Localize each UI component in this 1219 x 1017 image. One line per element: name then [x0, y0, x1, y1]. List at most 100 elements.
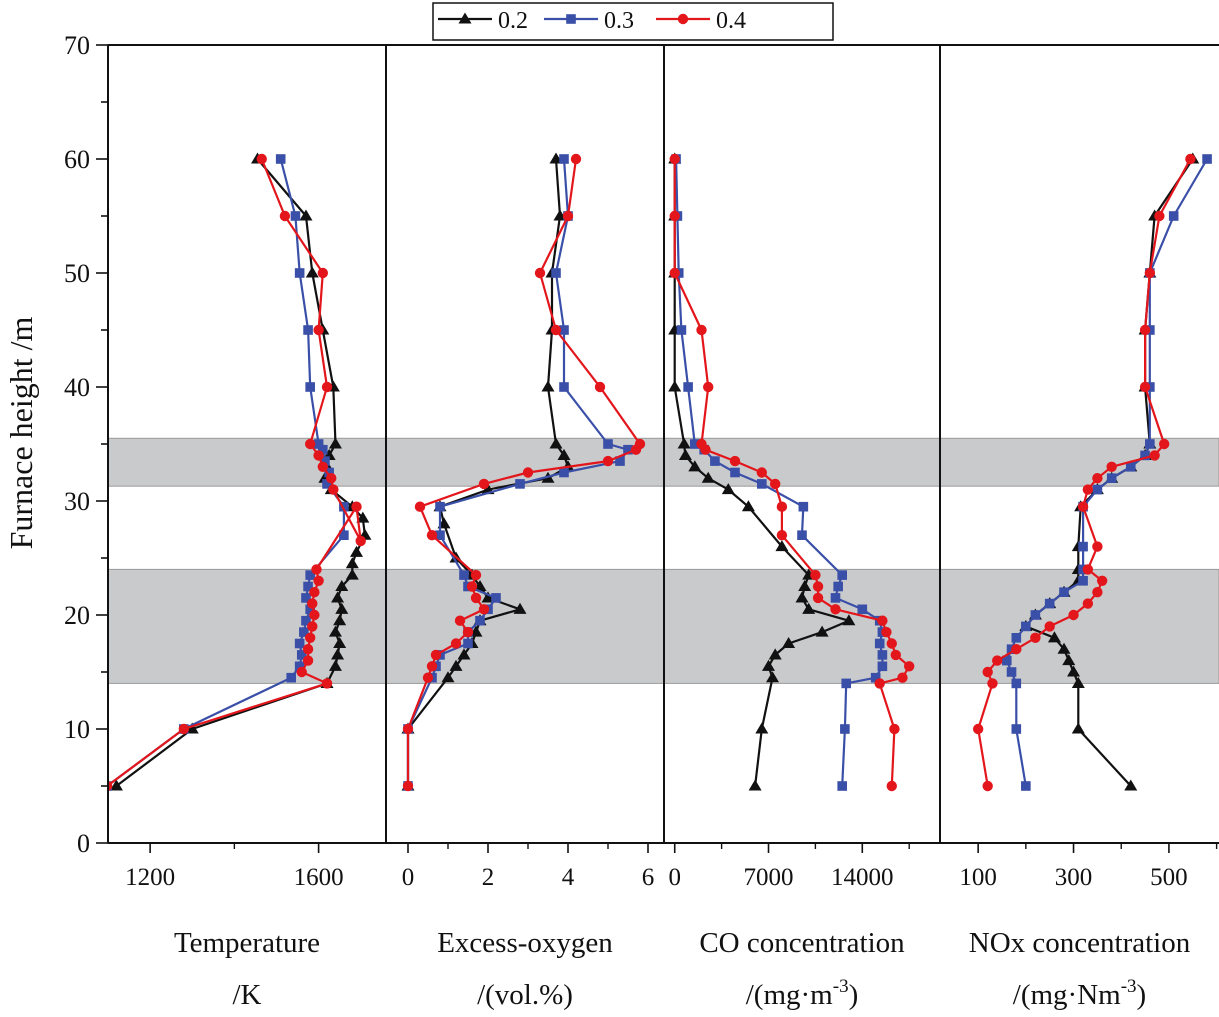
data-point — [982, 666, 993, 678]
data-point — [449, 659, 463, 671]
data-point — [1202, 154, 1212, 164]
data-point — [313, 324, 324, 336]
data-point — [798, 501, 809, 512]
data-point — [1124, 779, 1138, 791]
x-tick-label: 7000 — [744, 864, 794, 891]
data-point — [491, 593, 501, 603]
data-point — [755, 722, 769, 734]
data-point — [1057, 642, 1071, 654]
data-point — [279, 210, 291, 222]
data-point — [333, 614, 347, 626]
data-point — [677, 13, 689, 25]
data-point — [320, 456, 330, 466]
data-point — [1078, 541, 1088, 552]
data-point — [770, 478, 781, 490]
data-point — [669, 267, 680, 279]
data-point — [602, 455, 614, 467]
data-point — [729, 455, 741, 467]
data-point — [478, 478, 490, 490]
panel-co-concentration: 0 7000 14000 CO concentration /(mg·m-3) — [668, 152, 915, 1011]
x-tick-label: 6 — [642, 864, 655, 891]
data-point — [634, 438, 646, 450]
legend-label: 0.4 — [716, 8, 746, 34]
data-point — [559, 154, 569, 164]
x-tick-label: 0 — [402, 864, 415, 891]
data-point — [768, 648, 782, 660]
data-point — [890, 649, 901, 661]
data-point — [623, 444, 633, 455]
data-point — [470, 569, 482, 581]
data-point — [741, 500, 755, 512]
data-point — [703, 381, 714, 393]
data-point — [987, 678, 998, 689]
data-point — [1077, 501, 1089, 512]
data-point — [1068, 609, 1079, 621]
data-point — [877, 650, 888, 660]
x-axis-title: Temperature — [174, 927, 320, 959]
data-point — [1021, 621, 1031, 632]
data-point — [551, 268, 561, 278]
data-point — [458, 12, 472, 24]
legend: 0.2 0.3 0.4 — [432, 2, 834, 41]
data-point — [470, 592, 482, 604]
data-point — [302, 644, 314, 655]
data-point — [522, 467, 534, 478]
data-point — [797, 530, 807, 540]
data-point — [903, 661, 915, 672]
data-point — [837, 781, 847, 791]
data-point — [603, 439, 613, 449]
data-point — [339, 501, 349, 512]
data-point — [339, 530, 349, 540]
data-point — [435, 530, 445, 540]
legend-entry-0_3: 0.3 — [544, 8, 634, 34]
data-point — [345, 557, 359, 569]
data-point — [1062, 654, 1076, 666]
data-point — [534, 267, 546, 279]
data-point — [331, 648, 345, 660]
chart-panels: 1200 1600 Temperature/K 0 2 4 6 Excess-oxygen /(… — [108, 152, 1218, 1011]
data-point — [559, 325, 569, 335]
y-axis: 0 10 20 30 40 50 60 70 — [64, 31, 108, 858]
data-point — [1006, 667, 1017, 677]
data-point — [676, 325, 687, 335]
data-point — [594, 381, 606, 393]
data-point — [345, 568, 359, 580]
data-point — [109, 779, 123, 791]
data-point — [304, 632, 316, 643]
x-tick-label: 2 — [482, 864, 495, 891]
data-point — [1047, 631, 1061, 643]
data-point — [305, 382, 315, 392]
x-axis-title: NOx concentration — [969, 927, 1191, 959]
y-tick-label: 10 — [64, 715, 90, 744]
legend-box — [432, 2, 834, 41]
data-point — [696, 324, 707, 336]
data-point — [830, 593, 841, 603]
data-point — [1030, 632, 1041, 643]
data-point — [294, 638, 305, 649]
data-point — [798, 580, 812, 592]
x-axis-unit: /(mg·m-3) — [746, 976, 859, 1011]
y-tick-label: 70 — [64, 31, 90, 60]
data-point — [313, 575, 324, 586]
data-point — [294, 268, 305, 278]
data-point — [812, 592, 824, 604]
data-point — [430, 649, 442, 661]
data-point — [299, 209, 313, 221]
data-point — [874, 678, 885, 689]
data-point — [350, 545, 364, 557]
series-temperature-0_3 — [108, 154, 349, 791]
data-point — [668, 380, 682, 392]
data-point — [696, 438, 707, 450]
x-tick-label: 14000 — [831, 864, 894, 891]
data-point — [402, 723, 414, 735]
data-point — [303, 581, 313, 592]
data-point — [1106, 473, 1117, 483]
data-point — [309, 609, 320, 621]
data-point — [1092, 473, 1103, 484]
data-point — [877, 615, 888, 626]
data-point — [1067, 665, 1081, 677]
data-point — [557, 448, 571, 460]
data-point — [305, 266, 319, 278]
y-tick-label: 0 — [77, 829, 90, 858]
